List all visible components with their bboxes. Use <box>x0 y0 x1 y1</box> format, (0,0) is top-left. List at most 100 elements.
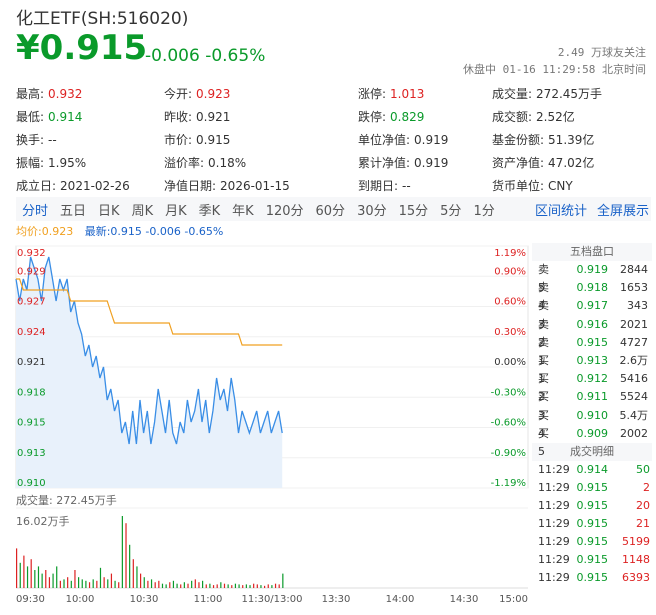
range-stats-button[interactable]: 区间统计 <box>534 203 587 219</box>
volume-bar <box>48 577 51 588</box>
tab-5[interactable]: 季K <box>198 203 221 219</box>
order-book-title: 五档盘口 <box>532 243 652 261</box>
stat-value: -- <box>402 178 411 193</box>
stat-value: 0.914 <box>48 109 83 124</box>
volume-bar <box>180 584 182 588</box>
tab-1[interactable]: 五日 <box>60 203 87 219</box>
stat-label: 货币单位: <box>492 179 545 193</box>
stat-value: 0.921 <box>196 109 231 124</box>
y-tick-left: 0.929 <box>17 266 46 277</box>
fullscreen-button[interactable]: 全屏展示 <box>596 203 649 219</box>
volume-bar <box>63 579 65 588</box>
y-tick-right: 0.00% <box>494 357 526 368</box>
stat-cell: 净值日期: 2026-01-15 <box>164 177 358 194</box>
volume-bar <box>264 585 266 588</box>
order-book-p: 0.913 <box>576 353 609 367</box>
volume-bar <box>169 582 171 588</box>
tab-4[interactable]: 月K <box>165 203 187 219</box>
stat-value: 0.829 <box>390 109 425 124</box>
tab-3[interactable]: 周K <box>131 203 154 219</box>
stat-cell: 市价: 0.915 <box>164 131 358 148</box>
stats-grid: 最高: 0.932 今开: 0.923 涨停: 1.013 成交量: 272.45万手 最低: 0… <box>16 82 646 197</box>
deal-q: 20 <box>636 499 650 513</box>
volume-bar <box>187 583 189 588</box>
stat-value: 2026-01-15 <box>220 178 290 193</box>
y-tick-left: 0.921 <box>17 357 46 368</box>
volume-bar <box>209 583 211 588</box>
stat-value: 47.02亿 <box>548 156 595 170</box>
volume-bar <box>34 570 36 588</box>
order-book-p: 0.911 <box>576 390 609 404</box>
y-tick-left: 0.918 <box>17 387 46 398</box>
order-book-l: 卖3 <box>538 299 549 331</box>
stat-label: 成交量: <box>492 87 533 101</box>
tab-8[interactable]: 60分 <box>315 203 346 219</box>
deal-row: 11:29 0.915 2 <box>532 479 652 497</box>
volume-bar <box>136 566 138 588</box>
volume-bar <box>267 584 269 588</box>
order-book-q: 5524 <box>620 390 648 404</box>
order-book-row: 买4 0.910 5.4万 <box>532 407 652 440</box>
volume-bar <box>282 573 284 588</box>
stat-cell: 昨收: 0.921 <box>164 108 358 125</box>
order-book-p: 0.916 <box>576 317 609 331</box>
order-book-l: 买3 <box>538 390 549 422</box>
volume-bar <box>88 582 91 588</box>
intraday-chart[interactable]: 0.932 0.929 0.927 0.924 0.921 0.918 0.915 0.913… <box>0 236 532 615</box>
deal-t: 11:29 <box>538 535 570 549</box>
tab-12[interactable]: 1分 <box>473 203 495 219</box>
volume-bar <box>85 580 87 588</box>
tab-11[interactable]: 5分 <box>440 203 462 219</box>
stat-value: 0.923 <box>196 86 231 101</box>
tab-7[interactable]: 120分 <box>265 203 304 219</box>
x-tick: 10:00 <box>66 594 95 605</box>
price-change: -0.006 -0.65% <box>145 46 266 66</box>
order-book-row: 卖4 0.918 1653 <box>532 279 652 313</box>
stat-value: 0.18% <box>208 155 247 170</box>
stat-cell: 成交额: 2.52亿 <box>492 108 646 125</box>
volume-bar <box>45 570 47 588</box>
deal-p: 0.915 <box>576 535 609 549</box>
volume-bar <box>253 583 255 588</box>
volume-bar <box>161 583 164 588</box>
volume-bar <box>121 516 123 588</box>
stat-value: 1.95% <box>48 155 87 170</box>
stat-value: 2.52亿 <box>536 110 575 124</box>
volume-bar <box>107 579 109 588</box>
tab-9[interactable]: 30分 <box>357 203 387 219</box>
volume-bar <box>242 585 244 588</box>
stat-label: 溢价率: <box>164 156 205 170</box>
stat-cell: 货币单位: CNY <box>492 177 646 194</box>
volume-bar <box>132 559 134 588</box>
deal-p: 0.915 <box>576 480 609 494</box>
volume-bar <box>92 579 94 588</box>
tab-10[interactable]: 15分 <box>398 203 429 219</box>
y-tick-left: 0.913 <box>17 448 46 459</box>
deal-t: 11:29 <box>538 571 570 585</box>
volume-bar <box>194 579 196 588</box>
volume-bar <box>37 566 40 588</box>
volume-bar <box>172 580 175 588</box>
stat-label: 换手: <box>16 133 45 147</box>
stat-value: 0.932 <box>48 86 83 101</box>
volume-bar <box>140 573 142 588</box>
volume-bar <box>96 580 98 588</box>
tab-2[interactable]: 日K <box>98 203 120 219</box>
tab-0[interactable]: 分时 <box>22 203 49 219</box>
order-book-l: 卖5 <box>538 263 549 295</box>
order-book-q: 343 <box>627 299 648 313</box>
order-book-p: 0.917 <box>576 299 609 313</box>
stat-label: 最高: <box>16 87 45 101</box>
deal-q: 2 <box>643 480 650 494</box>
order-book-p: 0.910 <box>576 408 609 422</box>
order-book-p: 0.909 <box>576 426 609 440</box>
volume-bar <box>118 582 120 588</box>
volume-bar <box>205 584 207 588</box>
volume-bar <box>278 584 280 588</box>
x-tick: 11:00 <box>194 594 223 605</box>
volume-bar <box>16 548 18 588</box>
tab-6[interactable]: 年K <box>232 203 254 219</box>
stat-cell: 振幅: 1.95% <box>16 154 164 171</box>
order-book-l: 卖4 <box>538 281 549 313</box>
stat-value: -- <box>48 132 57 147</box>
